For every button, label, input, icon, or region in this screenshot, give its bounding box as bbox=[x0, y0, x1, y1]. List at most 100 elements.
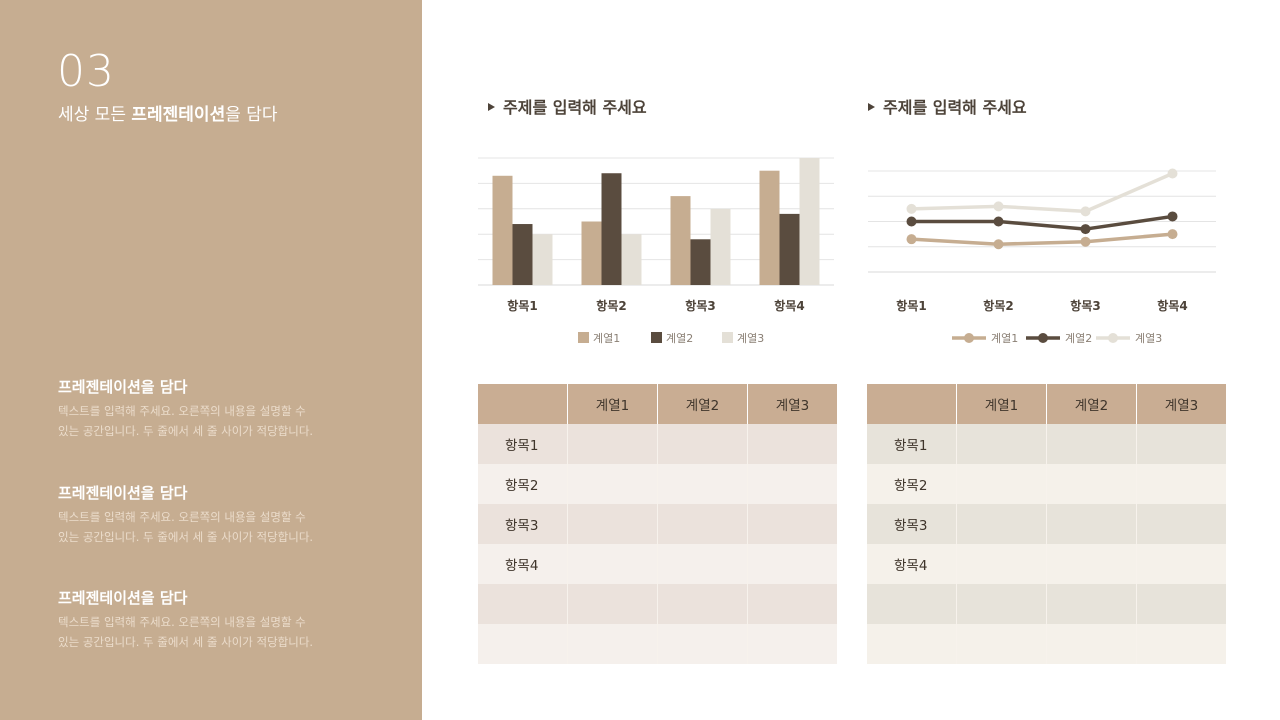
bar-계열3-항목2 bbox=[621, 234, 642, 285]
table-header-cell: 계열1 bbox=[956, 384, 1047, 424]
line-chart-title-text: 주제를 입력해 주세요 bbox=[883, 98, 1027, 117]
series-line-계열2 bbox=[911, 214, 1173, 231]
line-chart: 항목1 항목2 항목3 항목4 계열1 계열2 계열3 bbox=[868, 168, 1216, 345]
table-cell bbox=[747, 544, 837, 584]
table-cell bbox=[1046, 504, 1137, 544]
bar-계열2-항목3 bbox=[690, 239, 711, 285]
legend-label: 계열3 bbox=[737, 332, 764, 345]
left-panel: 03 세상 모든 프레젠테이션을 담다 프레젠테이션을 담다 텍스트를 입력해 … bbox=[0, 0, 422, 720]
table-header-cell: 계열3 bbox=[747, 384, 837, 424]
table-cell bbox=[657, 624, 748, 664]
bar-chart-title: 주제를 입력해 주세요 bbox=[488, 94, 647, 118]
table-cell bbox=[747, 624, 837, 664]
row-label: 항목1 bbox=[867, 424, 957, 464]
row-label: 항목1 bbox=[478, 424, 568, 464]
text-block-1: 프레젠테이션을 담다 텍스트를 입력해 주세요. 오른쪽의 내용을 설명할 수 … bbox=[58, 376, 378, 441]
row-label: 항목3 bbox=[867, 504, 957, 544]
legend-label: 계열2 bbox=[1065, 332, 1092, 345]
table-header-row: 계열1 계열2 계열3 bbox=[478, 384, 837, 424]
table-cell bbox=[1046, 424, 1137, 464]
bar-계열3-항목1 bbox=[532, 234, 553, 285]
table-header-cell: 계열3 bbox=[1136, 384, 1226, 424]
table-row: 항목4 bbox=[478, 544, 837, 584]
point-계열2-항목3 bbox=[1080, 224, 1091, 235]
text-block-line: 텍스트를 입력해 주세요. 오른쪽의 내용을 설명할 수 bbox=[58, 615, 306, 629]
table-row: 항목3 bbox=[478, 504, 837, 544]
table-cell bbox=[1136, 504, 1226, 544]
text-block-title: 프레젠테이션을 담다 bbox=[58, 484, 188, 502]
row-label bbox=[867, 624, 957, 664]
table-cell bbox=[567, 544, 658, 584]
table-header-cell: 계열1 bbox=[567, 384, 658, 424]
x-tick-label: 항목4 bbox=[1157, 298, 1187, 313]
x-tick-label: 항목1 bbox=[896, 298, 926, 313]
point-계열1-항목1 bbox=[906, 234, 917, 245]
subtitle-bold: 프레젠테이션 bbox=[131, 105, 226, 125]
table-cell bbox=[1136, 464, 1226, 504]
point-계열1-항목2 bbox=[993, 239, 1004, 250]
point-계열3-항목2 bbox=[993, 201, 1004, 212]
text-block-line: 있는 공간입니다. 두 줄에서 세 줄 사이가 적당합니다. bbox=[58, 530, 314, 544]
bar-계열1-항목4 bbox=[759, 170, 780, 285]
x-tick-label: 항목3 bbox=[685, 298, 715, 313]
table-cell bbox=[1046, 584, 1137, 624]
table-cell bbox=[1046, 464, 1137, 504]
point-계열3-항목4 bbox=[1167, 168, 1178, 179]
subtitle-end: 을 담다 bbox=[225, 105, 278, 125]
x-tick-label: 항목4 bbox=[774, 298, 804, 313]
bar-계열2-항목2 bbox=[601, 173, 622, 285]
table-cell bbox=[567, 504, 658, 544]
legend-swatch bbox=[722, 332, 733, 343]
table-header-cell: 계열2 bbox=[657, 384, 748, 424]
table-row bbox=[867, 624, 1226, 664]
x-tick-label: 항목3 bbox=[1070, 298, 1100, 313]
table-cell bbox=[1136, 624, 1226, 664]
table-cell bbox=[567, 624, 658, 664]
row-label: 항목3 bbox=[478, 504, 568, 544]
text-block-line: 텍스트를 입력해 주세요. 오른쪽의 내용을 설명할 수 bbox=[58, 404, 306, 418]
x-tick-label: 항목1 bbox=[507, 298, 537, 313]
table-cell bbox=[657, 464, 748, 504]
subtitle-plain: 세상 모든 bbox=[58, 105, 132, 125]
triangle-bullet-icon bbox=[488, 102, 495, 111]
bar-계열2-항목4 bbox=[779, 213, 800, 285]
point-계열2-항목1 bbox=[906, 216, 917, 227]
point-계열1-항목3 bbox=[1080, 236, 1091, 247]
table-row: 항목2 bbox=[478, 464, 837, 504]
table-row: 항목4 bbox=[867, 544, 1226, 584]
table-cell bbox=[657, 504, 748, 544]
bar-계열1-항목1 bbox=[492, 175, 513, 285]
bar-chart-title-text: 주제를 입력해 주세요 bbox=[503, 98, 647, 117]
table-cell bbox=[956, 504, 1047, 544]
bar-계열1-항목3 bbox=[670, 196, 691, 285]
text-block-line: 있는 공간입니다. 두 줄에서 세 줄 사이가 적당합니다. bbox=[58, 635, 314, 649]
table-cell bbox=[956, 624, 1047, 664]
table-row bbox=[867, 584, 1226, 624]
text-block-title: 프레젠테이션을 담다 bbox=[58, 589, 188, 607]
table-row bbox=[478, 584, 837, 624]
table-row: 항목1 bbox=[478, 424, 837, 464]
table-cell bbox=[1136, 424, 1226, 464]
point-계열3-항목1 bbox=[906, 203, 917, 214]
text-block-title: 프레젠테이션을 담다 bbox=[58, 378, 188, 396]
table-cell bbox=[747, 584, 837, 624]
bar-계열3-항목3 bbox=[710, 208, 731, 285]
legend-marker bbox=[1108, 333, 1118, 343]
table-cell bbox=[657, 424, 748, 464]
table-header-cell: 계열2 bbox=[1046, 384, 1137, 424]
row-label bbox=[478, 584, 568, 624]
text-block-2: 프레젠테이션을 담다 텍스트를 입력해 주세요. 오른쪽의 내용을 설명할 수 … bbox=[58, 482, 378, 547]
slide-subtitle: 세상 모든 프레젠테이션을 담다 bbox=[58, 100, 278, 125]
row-label: 항목2 bbox=[867, 464, 957, 504]
table-cell bbox=[567, 424, 658, 464]
series-line-계열3 bbox=[911, 171, 1174, 214]
point-계열1-항목4 bbox=[1167, 229, 1178, 240]
series-line-계열1 bbox=[911, 232, 1173, 246]
table-cell bbox=[1136, 544, 1226, 584]
x-tick-label: 항목2 bbox=[596, 298, 626, 313]
table-row: 항목2 bbox=[867, 464, 1226, 504]
table-row bbox=[478, 624, 837, 664]
table-row: 항목1 bbox=[867, 424, 1226, 464]
legend-swatch bbox=[578, 332, 589, 343]
row-label bbox=[867, 584, 957, 624]
